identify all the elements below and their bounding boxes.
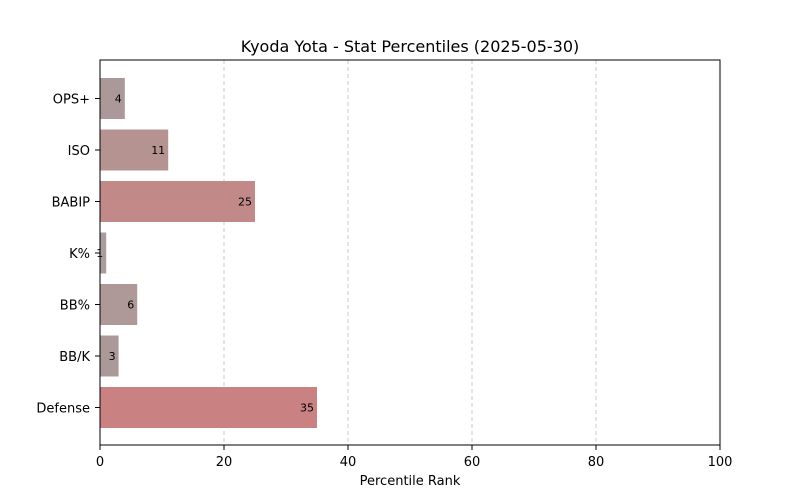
x-tick-label: 20 (216, 455, 233, 470)
x-axis-ticks: 0 20 40 60 80 100 (96, 445, 733, 470)
grid-lines (223, 60, 597, 445)
bar (100, 387, 317, 428)
bar-value-label: 6 (127, 299, 134, 312)
bar (100, 78, 125, 119)
y-tick-label: BB% (60, 299, 90, 314)
y-tick-label: OPS+ (53, 93, 90, 108)
bars (100, 78, 317, 428)
chart-title: Kyoda Yota - Stat Percentiles (2025-05-3… (241, 37, 580, 56)
bar (100, 181, 255, 222)
bar (100, 335, 119, 377)
bar (100, 129, 169, 171)
bar-value-label: 35 (300, 402, 314, 415)
x-tick-label: 40 (340, 455, 357, 470)
y-tick-label: Defense (36, 402, 90, 417)
bar (100, 284, 138, 325)
bar-value-label: 3 (109, 350, 116, 363)
y-tick-label: ISO (68, 144, 90, 159)
y-tick-label: BABIP (52, 196, 91, 211)
y-axis-ticks: OPS+ ISO BABIP K% BB% BB/K Defense (36, 93, 100, 417)
bar-value-label: 25 (238, 196, 252, 209)
x-tick-label: 100 (708, 455, 733, 470)
y-tick-label: BB/K (59, 350, 90, 365)
bar (100, 232, 107, 274)
x-tick-label: 80 (588, 455, 605, 470)
bar-value-label: 11 (151, 144, 165, 157)
x-tick-label: 60 (464, 455, 481, 470)
x-tick-label: 0 (96, 455, 104, 470)
x-axis-label: Percentile Rank (360, 474, 461, 489)
y-tick-label: K% (69, 247, 90, 262)
bar-value-label: 4 (115, 93, 122, 106)
